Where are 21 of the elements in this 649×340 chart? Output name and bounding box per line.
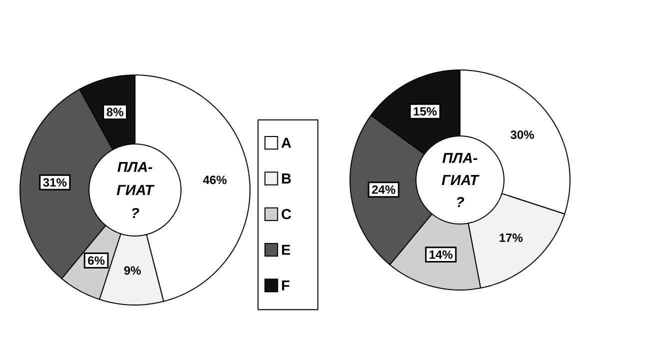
text: ? — [132, 208, 140, 218]
data-label: 31% — [43, 178, 67, 187]
data-label: 24% — [372, 185, 396, 194]
data-label: 15% — [414, 107, 437, 116]
data-label: 8% — [106, 108, 124, 116]
text: ПЛА- — [442, 152, 478, 163]
data-label: 14% — [430, 250, 453, 259]
data-label: 30% — [510, 130, 534, 139]
data-label: 17% — [500, 234, 523, 242]
legend-label: F — [282, 280, 290, 290]
text: ГИАТ — [442, 175, 480, 185]
text: ? — [456, 196, 464, 208]
text: ГИАТ — [116, 185, 154, 195]
legend-label: A — [281, 138, 292, 148]
legend-label: E — [282, 244, 290, 255]
data-label: 46% — [203, 176, 227, 184]
text: ПЛА- — [118, 162, 152, 172]
legend-label: B — [282, 174, 291, 184]
data-label: 6% — [88, 256, 105, 265]
legend-label: C — [282, 209, 292, 220]
data-label: 9% — [124, 266, 141, 275]
